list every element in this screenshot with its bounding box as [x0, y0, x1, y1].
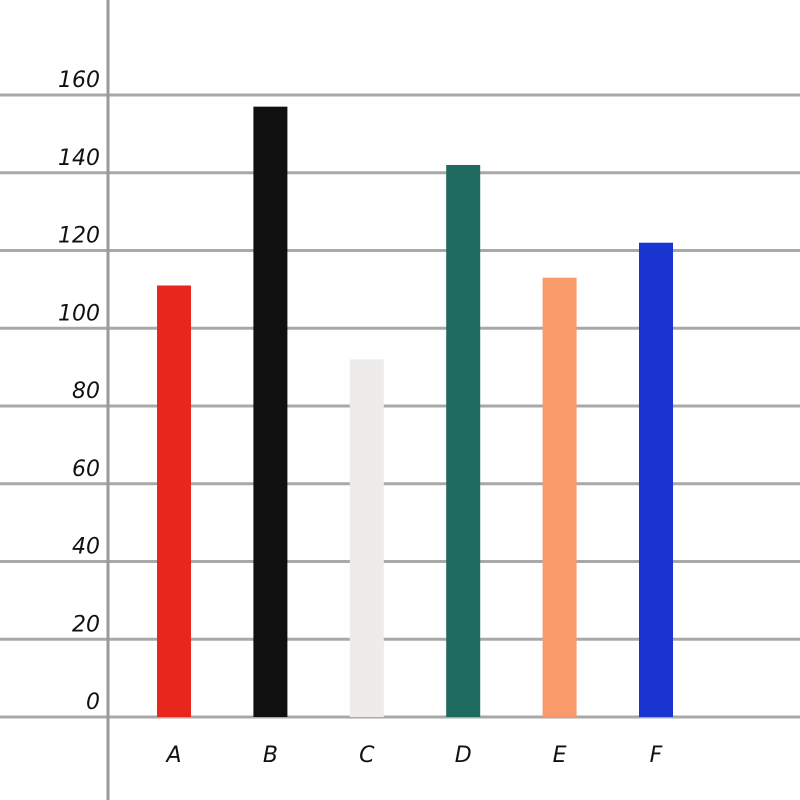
y-tick-label: 80: [72, 379, 100, 404]
y-tick-labels: 0 20 40 60 80 100 120 140 160: [58, 68, 100, 715]
bar-b: [253, 106, 288, 718]
bar-c: [349, 359, 384, 717]
x-category-label: A: [164, 743, 181, 768]
bar-f: [639, 242, 673, 717]
x-category-label: C: [359, 743, 375, 768]
y-tick-label: 40: [72, 535, 100, 560]
x-category-label: E: [553, 743, 567, 768]
y-tick-label: 100: [58, 301, 100, 326]
y-tick-label: 140: [58, 146, 100, 171]
gridlines: [0, 93, 800, 719]
y-tick-label: 120: [58, 224, 100, 249]
y-tick-label: 20: [72, 612, 100, 637]
y-tick-label: 60: [72, 457, 100, 482]
bar-d: [446, 164, 481, 718]
bar-a: [157, 285, 191, 717]
y-tick-label: 160: [58, 68, 100, 93]
x-category-label: F: [650, 743, 663, 768]
bar-e: [542, 277, 577, 717]
x-category-label: B: [263, 743, 278, 768]
x-category-labels: A B C D E F: [164, 743, 662, 768]
x-category-label: D: [455, 743, 472, 768]
bars: [157, 106, 673, 718]
y-tick-label: 0: [86, 690, 100, 715]
